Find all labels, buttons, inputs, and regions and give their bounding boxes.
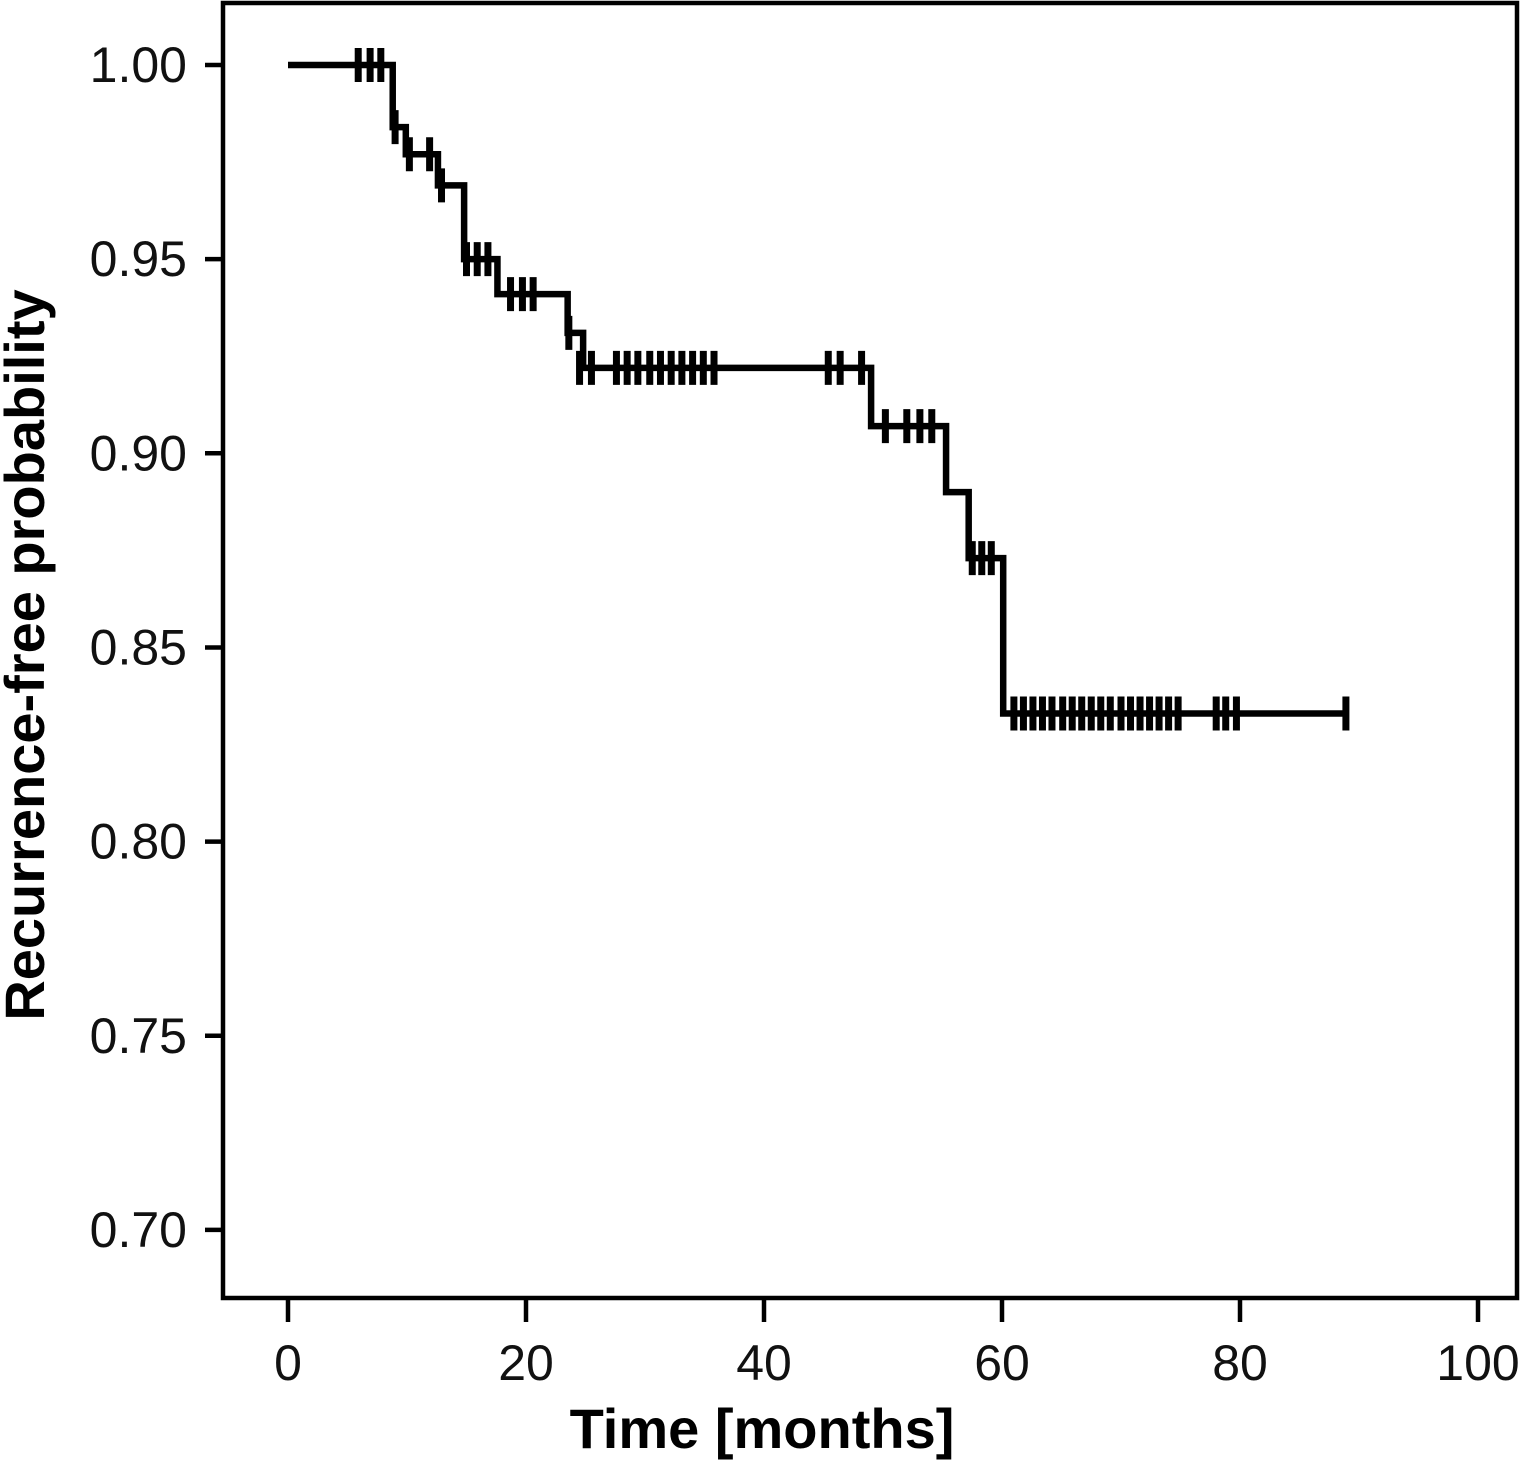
x-tick-label: 60 [974,1335,1030,1391]
y-tick-label: 0.70 [90,1202,187,1258]
axis-ticks [205,62,1481,1322]
plot-frame [220,0,1520,1301]
y-tick-label: 0.75 [90,1008,187,1064]
y-tick-label: 0.80 [90,814,187,870]
x-tick-label: 40 [736,1335,792,1391]
x-tick-label: 0 [274,1335,302,1391]
km-step-curve [288,61,1346,717]
y-tick-label: 0.95 [90,231,187,287]
plot-border [220,0,1520,1301]
y-tick-label: 0.85 [90,619,187,675]
axis-tick-labels: 0 20 40 60 80 100 1.00 0.95 0.90 0.85 0.80 0.75 0.70 [90,37,1520,1391]
censor-marks-layer [354,48,1350,731]
x-axis-title: Time [months] [570,1397,955,1460]
x-tick-label: 80 [1212,1335,1268,1391]
y-tick-label: 0.90 [90,425,187,481]
x-tick-label: 20 [498,1335,554,1391]
y-axis-title: Recurrence-free probability [0,289,56,1020]
survival-curve-layer [288,61,1346,717]
x-tick-label: 100 [1436,1335,1519,1391]
y-tick-label: 1.00 [90,37,187,93]
